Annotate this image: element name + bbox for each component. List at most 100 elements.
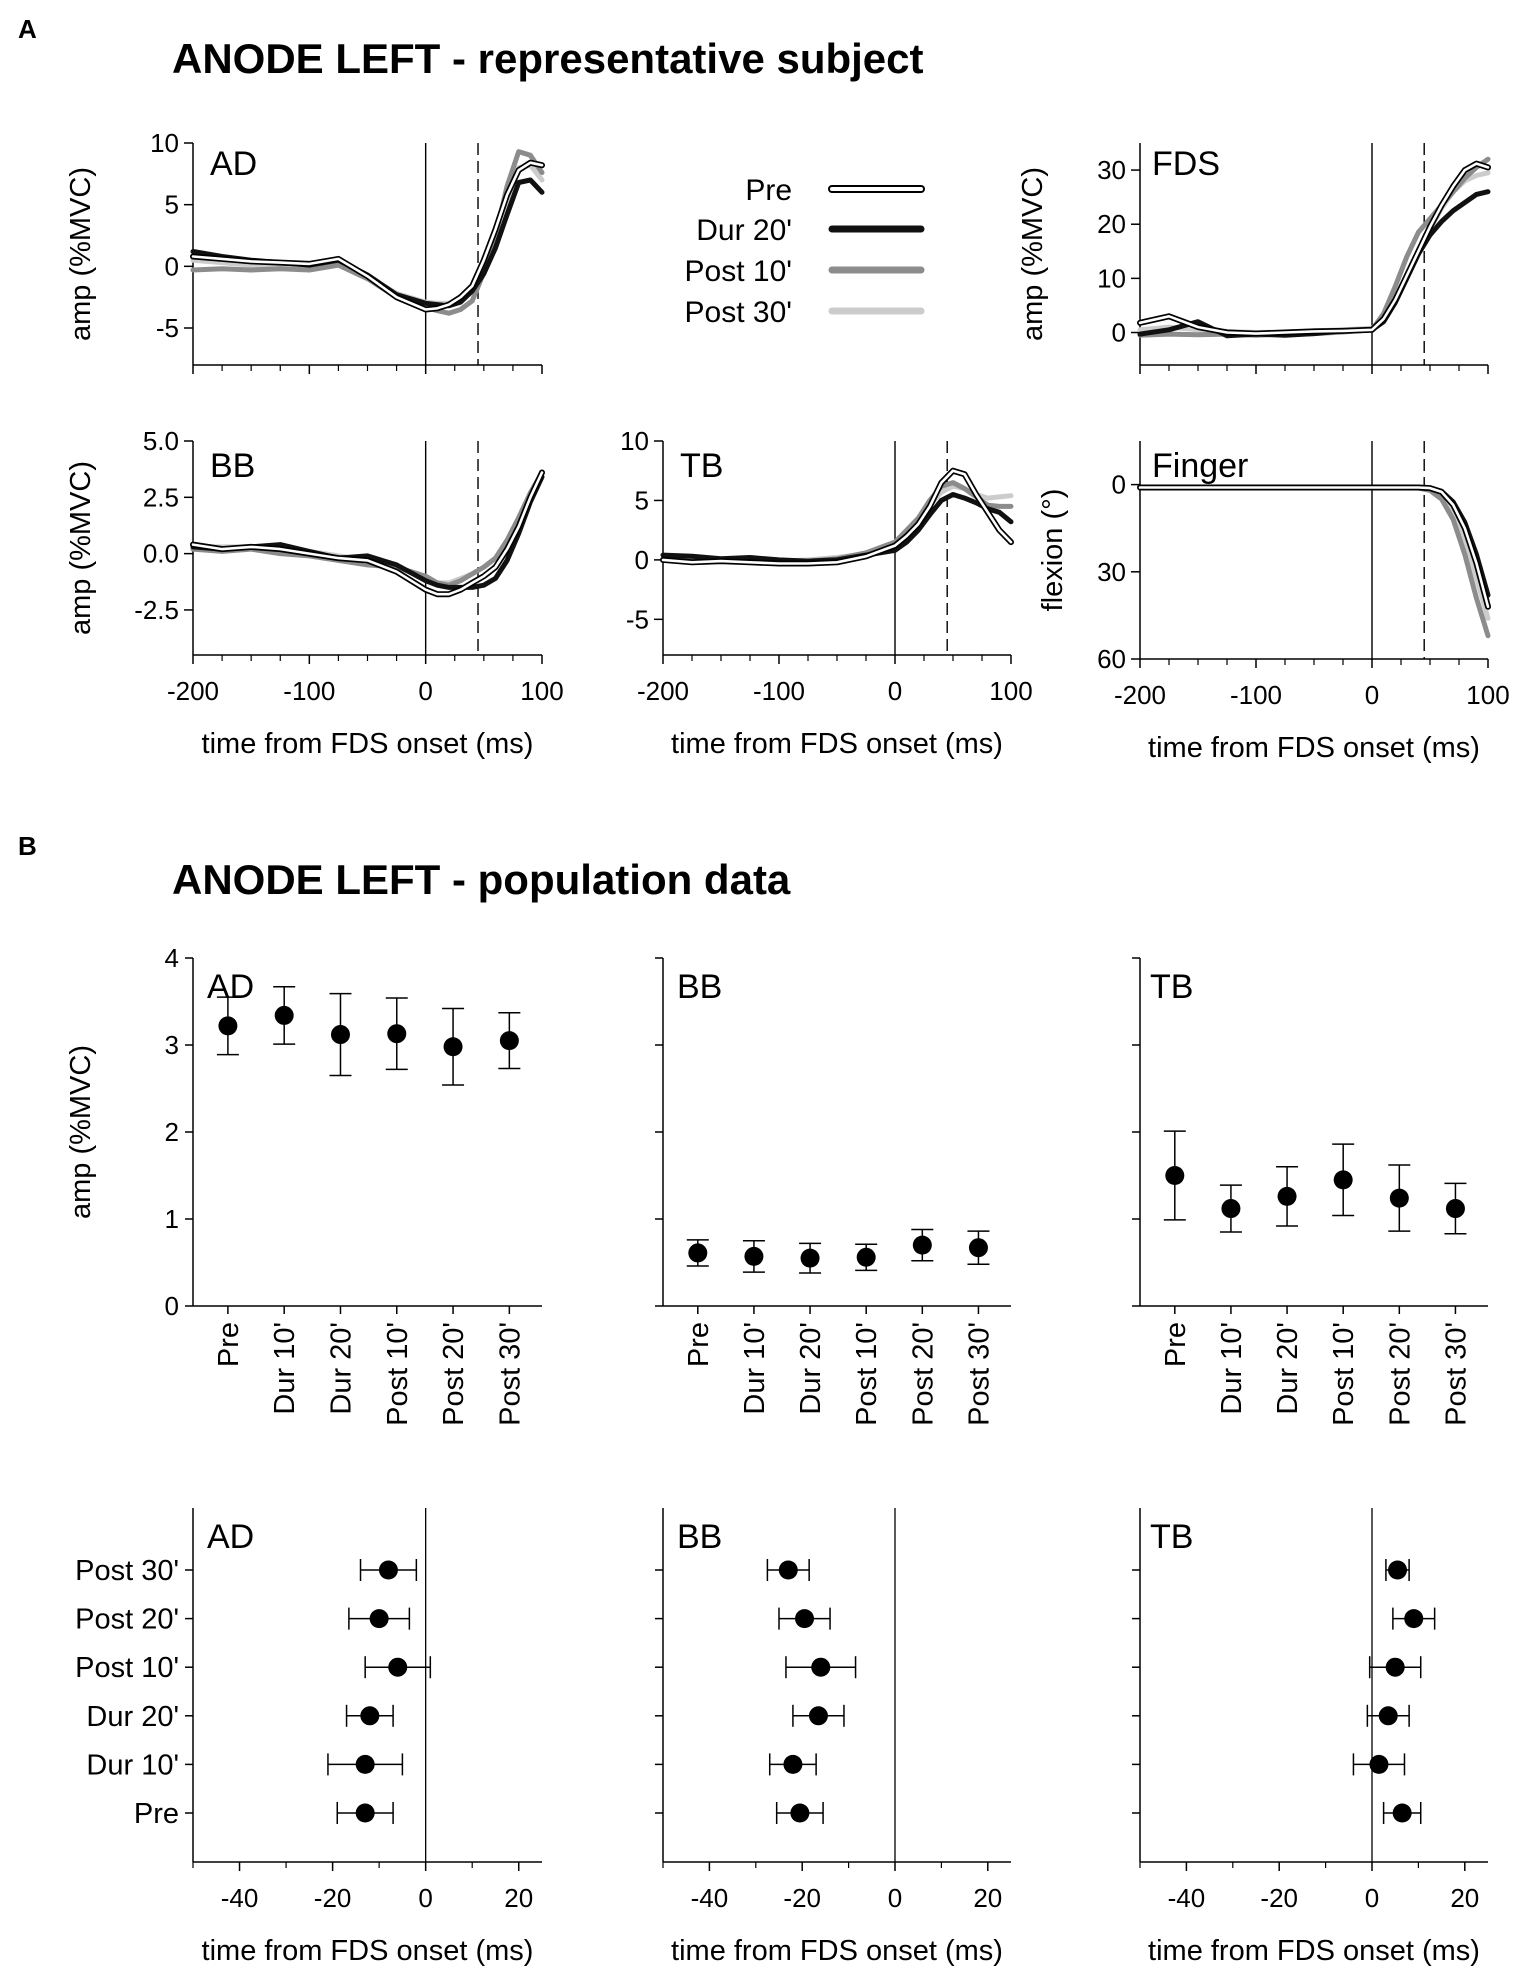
series-line-post-10 [1137,485,1491,639]
data-point [1388,1560,1408,1580]
chart-b_bb_amp: Pre Dur 10' Dur 20' Post 10' Post 20' Post 30… [655,957,1011,1426]
chart-a_ad: -5 0 5 10 AD amp (%MVC) [65,128,545,374]
x-tick-label: -20 [1260,1883,1298,1913]
panel-label-bb: BB [210,447,255,485]
x-tick-label: 20 [973,1883,1002,1913]
legend-label: Post 30' [685,296,792,329]
panel-label-tb: TB [1150,1518,1193,1556]
x-axis-title: time from FDS onset (ms) [671,728,1003,760]
data-point [274,1005,294,1025]
category-label: Dur 20' [325,1322,357,1415]
y-tick-label: 0 [165,1291,179,1321]
y-tick-label: 2.5 [143,482,179,512]
x-tick-label: 100 [989,676,1032,706]
chart-b_ad_amp: 0 1 2 3 4 Pre Dur 10' Dur 20' Post 10' Post 20' Po… [65,943,542,1426]
x-tick-label: -200 [1114,680,1166,710]
series-line-pre [1138,162,1490,335]
data-point [912,1235,932,1255]
y-tick-label: -2.5 [134,595,179,625]
panel-label-tb: TB [1150,968,1193,1006]
y-tick-label: -5 [626,604,649,634]
y-tick-label: 5 [635,485,649,515]
x-axis-title: time from FDS onset (ms) [671,1935,1003,1967]
category-label: Dur 10' [86,1749,179,1781]
x-tick-label: 0 [1365,1883,1379,1913]
data-point [800,1248,820,1268]
chart-a_tb: -200 -100 0 100 -5 0 5 10 TB time from FDS onset … [620,426,1033,760]
data-point [1389,1188,1409,1208]
data-point [790,1803,810,1823]
x-tick-label: -100 [1230,680,1282,710]
y-tick-label: 4 [165,943,179,973]
data-point [355,1754,375,1774]
panel-a-letter: A [18,14,37,44]
x-tick-label: -200 [637,676,689,706]
y-tick-label: 0.0 [143,539,179,569]
data-point [1165,1166,1185,1185]
data-point [1277,1186,1297,1206]
series-line-pre-outline [190,159,545,313]
chart-b_bb_lat: -40 -20 0 20 BB time from FDS onset (ms) [655,1508,1011,1967]
category-label: Post 20' [907,1322,939,1426]
y-tick-label: 10 [620,426,649,456]
x-tick-label: -20 [314,1883,352,1913]
data-point [218,1016,238,1036]
x-tick-label: 0 [418,676,432,706]
series-line-dur-20 [1137,485,1491,598]
x-axis-title: time from FDS onset (ms) [1148,732,1480,764]
data-point [744,1246,764,1266]
x-axis-title: time from FDS onset (ms) [202,728,534,760]
panel-label-ad: AD [207,1518,254,1556]
y-axis-title: amp (%MVC) [65,461,97,635]
legend: Pre Dur 20' Post 10' Post 30' [685,174,925,329]
category-label: Pre [213,1322,245,1367]
x-tick-label: 0 [888,676,902,706]
series-line-post-30 [1137,485,1491,621]
data-point [1392,1803,1412,1823]
data-point [856,1247,876,1267]
x-tick-label: 100 [520,676,563,706]
y-tick-label: 20 [1097,209,1126,239]
category-label: Post 10' [851,1322,883,1426]
category-label: Pre [1160,1322,1192,1367]
category-label: Post 30' [494,1322,526,1426]
y-tick-label: 0 [1112,470,1126,500]
x-tick-label: 0 [418,1883,432,1913]
x-tick-label: 100 [1466,680,1509,710]
category-label: Post 20' [75,1604,179,1636]
legend-label: Post 10' [685,255,792,288]
series-line-post-30 [190,162,545,306]
chart-b_ad_lat: -40 -20 0 20 Pre Dur 10' Dur 20' Post 10' Post 2… [75,1508,542,1967]
series-line-pre-outline [1137,484,1491,610]
x-tick-label: -100 [283,676,335,706]
data-point [360,1706,380,1726]
data-point [1333,1170,1353,1190]
legend-label: Dur 20' [696,214,792,247]
y-tick-label: 1 [165,1204,179,1234]
data-point [778,1560,798,1580]
series-line-pre [191,161,544,311]
data-point [387,1024,407,1044]
data-point [808,1706,828,1726]
x-axis-title: time from FDS onset (ms) [1148,1935,1480,1967]
data-point [443,1037,463,1057]
panel-label-ad: AD [207,968,254,1006]
y-tick-label: 0 [635,545,649,575]
x-tick-label: -40 [691,1883,729,1913]
data-point [1404,1609,1424,1629]
panel-label-tb: TB [680,447,723,485]
category-label: Dur 10' [1216,1322,1248,1415]
y-axis-title: flexion (°) [1037,489,1069,612]
panel-label-bb: BB [677,1518,722,1556]
data-point [1369,1754,1389,1774]
y-tick-label: 5.0 [143,426,179,456]
category-label: Post 20' [438,1322,470,1426]
chart-a_finger: -200 -100 0 100 0 30 60 Finger flexion (°) time f… [1037,441,1510,764]
category-label: Dur 20' [1272,1322,1304,1415]
category-label: Dur 20' [86,1701,179,1733]
y-tick-label: 5 [165,190,179,220]
y-tick-label: 30 [1097,557,1126,587]
x-tick-label: 0 [888,1883,902,1913]
panel-label-finger: Finger [1152,447,1248,485]
